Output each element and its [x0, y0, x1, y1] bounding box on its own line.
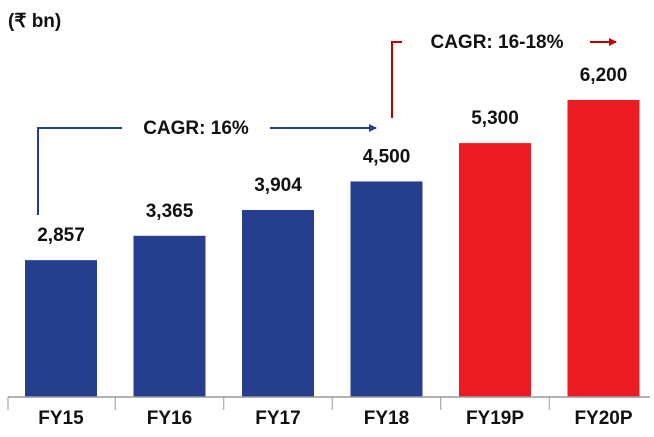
annotation-line	[391, 41, 402, 118]
value-label: 5,300	[471, 108, 519, 129]
value-label: 3,904	[254, 175, 302, 196]
x-tick-label: FY18	[364, 408, 409, 429]
x-tick-label: FY15	[38, 408, 84, 429]
value-label: 6,200	[580, 65, 628, 86]
annotation: CAGR: 16-18%	[430, 32, 563, 53]
annotation-line	[37, 127, 122, 215]
x-tick-label: FY19P	[466, 408, 524, 429]
bar	[133, 235, 206, 397]
bar	[242, 209, 314, 397]
annotation: CAGR: 16%	[143, 118, 249, 139]
x-tick-label: FY16	[147, 408, 192, 429]
value-label: 3,365	[146, 201, 194, 222]
bar	[567, 100, 640, 397]
bar	[459, 143, 531, 397]
bar	[25, 260, 97, 397]
unit-label: (₹ bn)	[8, 11, 61, 32]
value-label: 4,500	[363, 146, 411, 167]
value-label: 2,857	[37, 225, 85, 246]
bar	[350, 181, 423, 397]
x-tick-label: FY20P	[574, 408, 632, 429]
x-tick-label: FY17	[255, 408, 300, 429]
